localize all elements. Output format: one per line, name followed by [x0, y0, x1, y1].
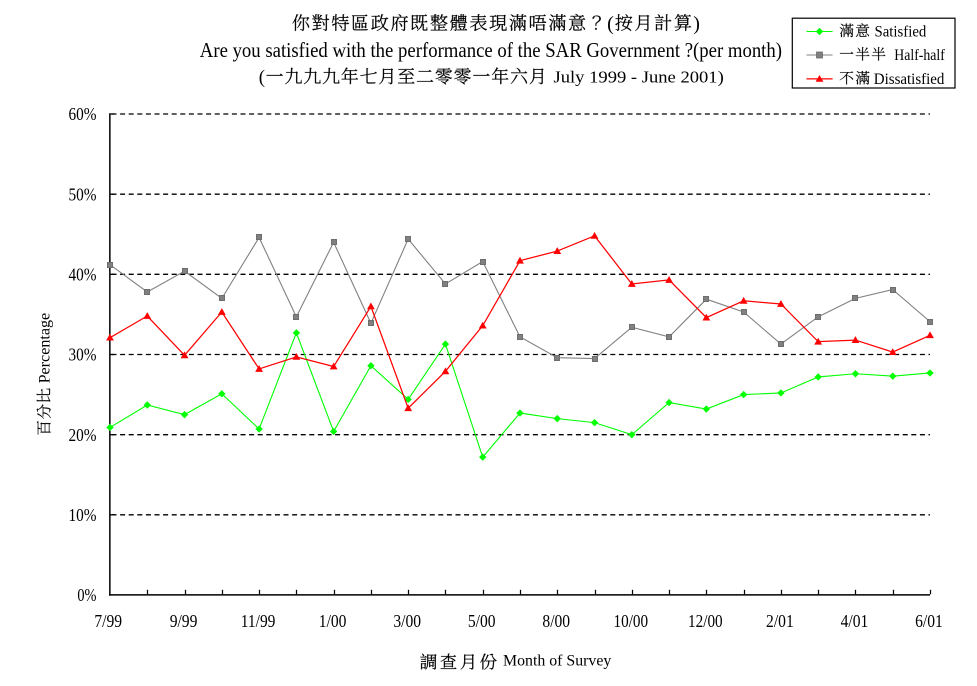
svg-text:(: (	[259, 67, 265, 88]
svg-text:40%: 40%	[69, 265, 97, 285]
svg-text:12/00: 12/00	[688, 611, 723, 631]
svg-text:4/01: 4/01	[841, 611, 869, 631]
svg-text:30%: 30%	[69, 345, 97, 365]
svg-text:7/99: 7/99	[94, 611, 122, 631]
svg-text:July 1999 - June 2001): July 1999 - June 2001)	[554, 68, 724, 87]
svg-text:(: (	[607, 13, 614, 35]
svg-text:20%: 20%	[69, 425, 97, 445]
svg-text:6/01: 6/01	[915, 611, 943, 631]
svg-text:50%: 50%	[69, 184, 97, 204]
svg-text:0%: 0%	[77, 585, 96, 605]
svg-text:3/00: 3/00	[393, 611, 421, 631]
svg-text:Dissatisfied: Dissatisfied	[874, 71, 945, 88]
svg-text:Half-half: Half-half	[894, 47, 945, 64]
svg-text:8/00: 8/00	[542, 611, 570, 631]
svg-text:Percentage: Percentage	[37, 313, 54, 384]
svg-text:10/00: 10/00	[614, 611, 649, 631]
svg-text:10%: 10%	[69, 505, 97, 525]
svg-text:): )	[693, 13, 700, 35]
svg-text:Month of Survey: Month of Survey	[503, 653, 612, 670]
svg-text:11/99: 11/99	[241, 611, 276, 631]
svg-text:Are you satisfied with the per: Are you satisfied with the performance o…	[200, 39, 782, 62]
svg-text:9/99: 9/99	[170, 611, 198, 631]
svg-text:5/00: 5/00	[468, 611, 496, 631]
svg-text:2/01: 2/01	[766, 611, 794, 631]
svg-text:Satisfied: Satisfied	[875, 24, 927, 41]
svg-text:1/00: 1/00	[319, 611, 347, 631]
svg-text:60%: 60%	[69, 104, 97, 124]
